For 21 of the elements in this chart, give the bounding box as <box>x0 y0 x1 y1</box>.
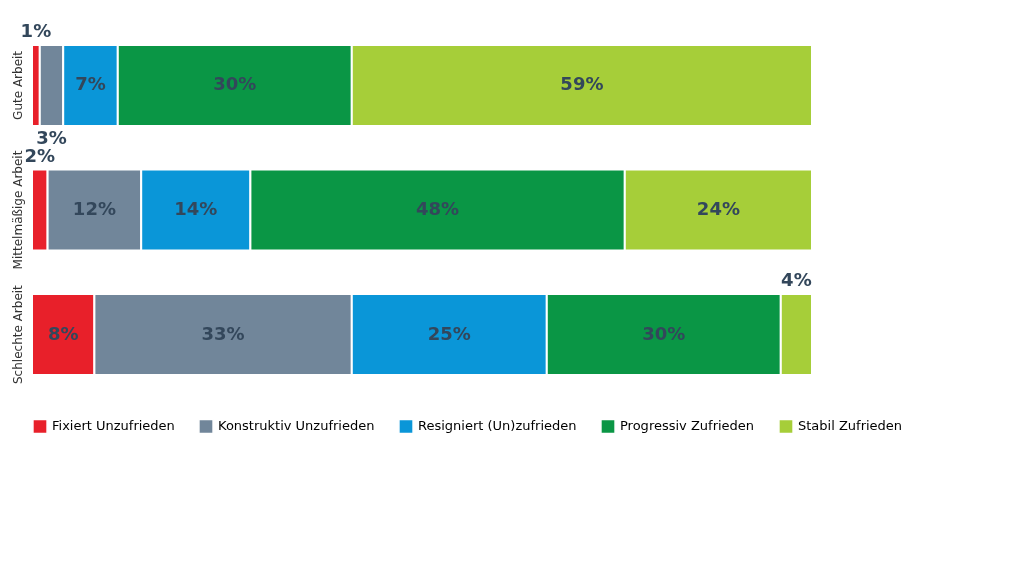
legend-label: Konstruktiv Unzufrieden <box>218 418 375 434</box>
data-label: 48% <box>416 198 460 219</box>
data-label: 14% <box>174 198 218 219</box>
y-tick-label: Schlechte Arbeit <box>10 284 25 384</box>
data-label: 12% <box>72 198 116 219</box>
data-label: 1% <box>20 19 52 41</box>
data-label: 25% <box>427 322 471 344</box>
data-label: 30% <box>213 73 257 95</box>
data-label: 8% <box>47 322 79 344</box>
y-tick-label: Gute Arbeit <box>10 50 25 120</box>
y-tick-label: Mittelmäßige Arbeit <box>10 150 25 270</box>
legend-label: Resigniert (Un)zufrieden <box>418 418 577 434</box>
legend-label: Fixiert Unzufrieden <box>52 418 175 434</box>
data-label: 4% <box>781 269 812 291</box>
legend-label: Progressiv Zufrieden <box>620 418 755 434</box>
legend-label: Stabil Zufrieden <box>798 418 903 434</box>
data-label: 30% <box>642 322 686 344</box>
data-label: 7% <box>75 73 106 95</box>
data-label: 24% <box>696 198 740 219</box>
data-label: 33% <box>201 322 245 344</box>
data-label: 59% <box>560 73 604 95</box>
